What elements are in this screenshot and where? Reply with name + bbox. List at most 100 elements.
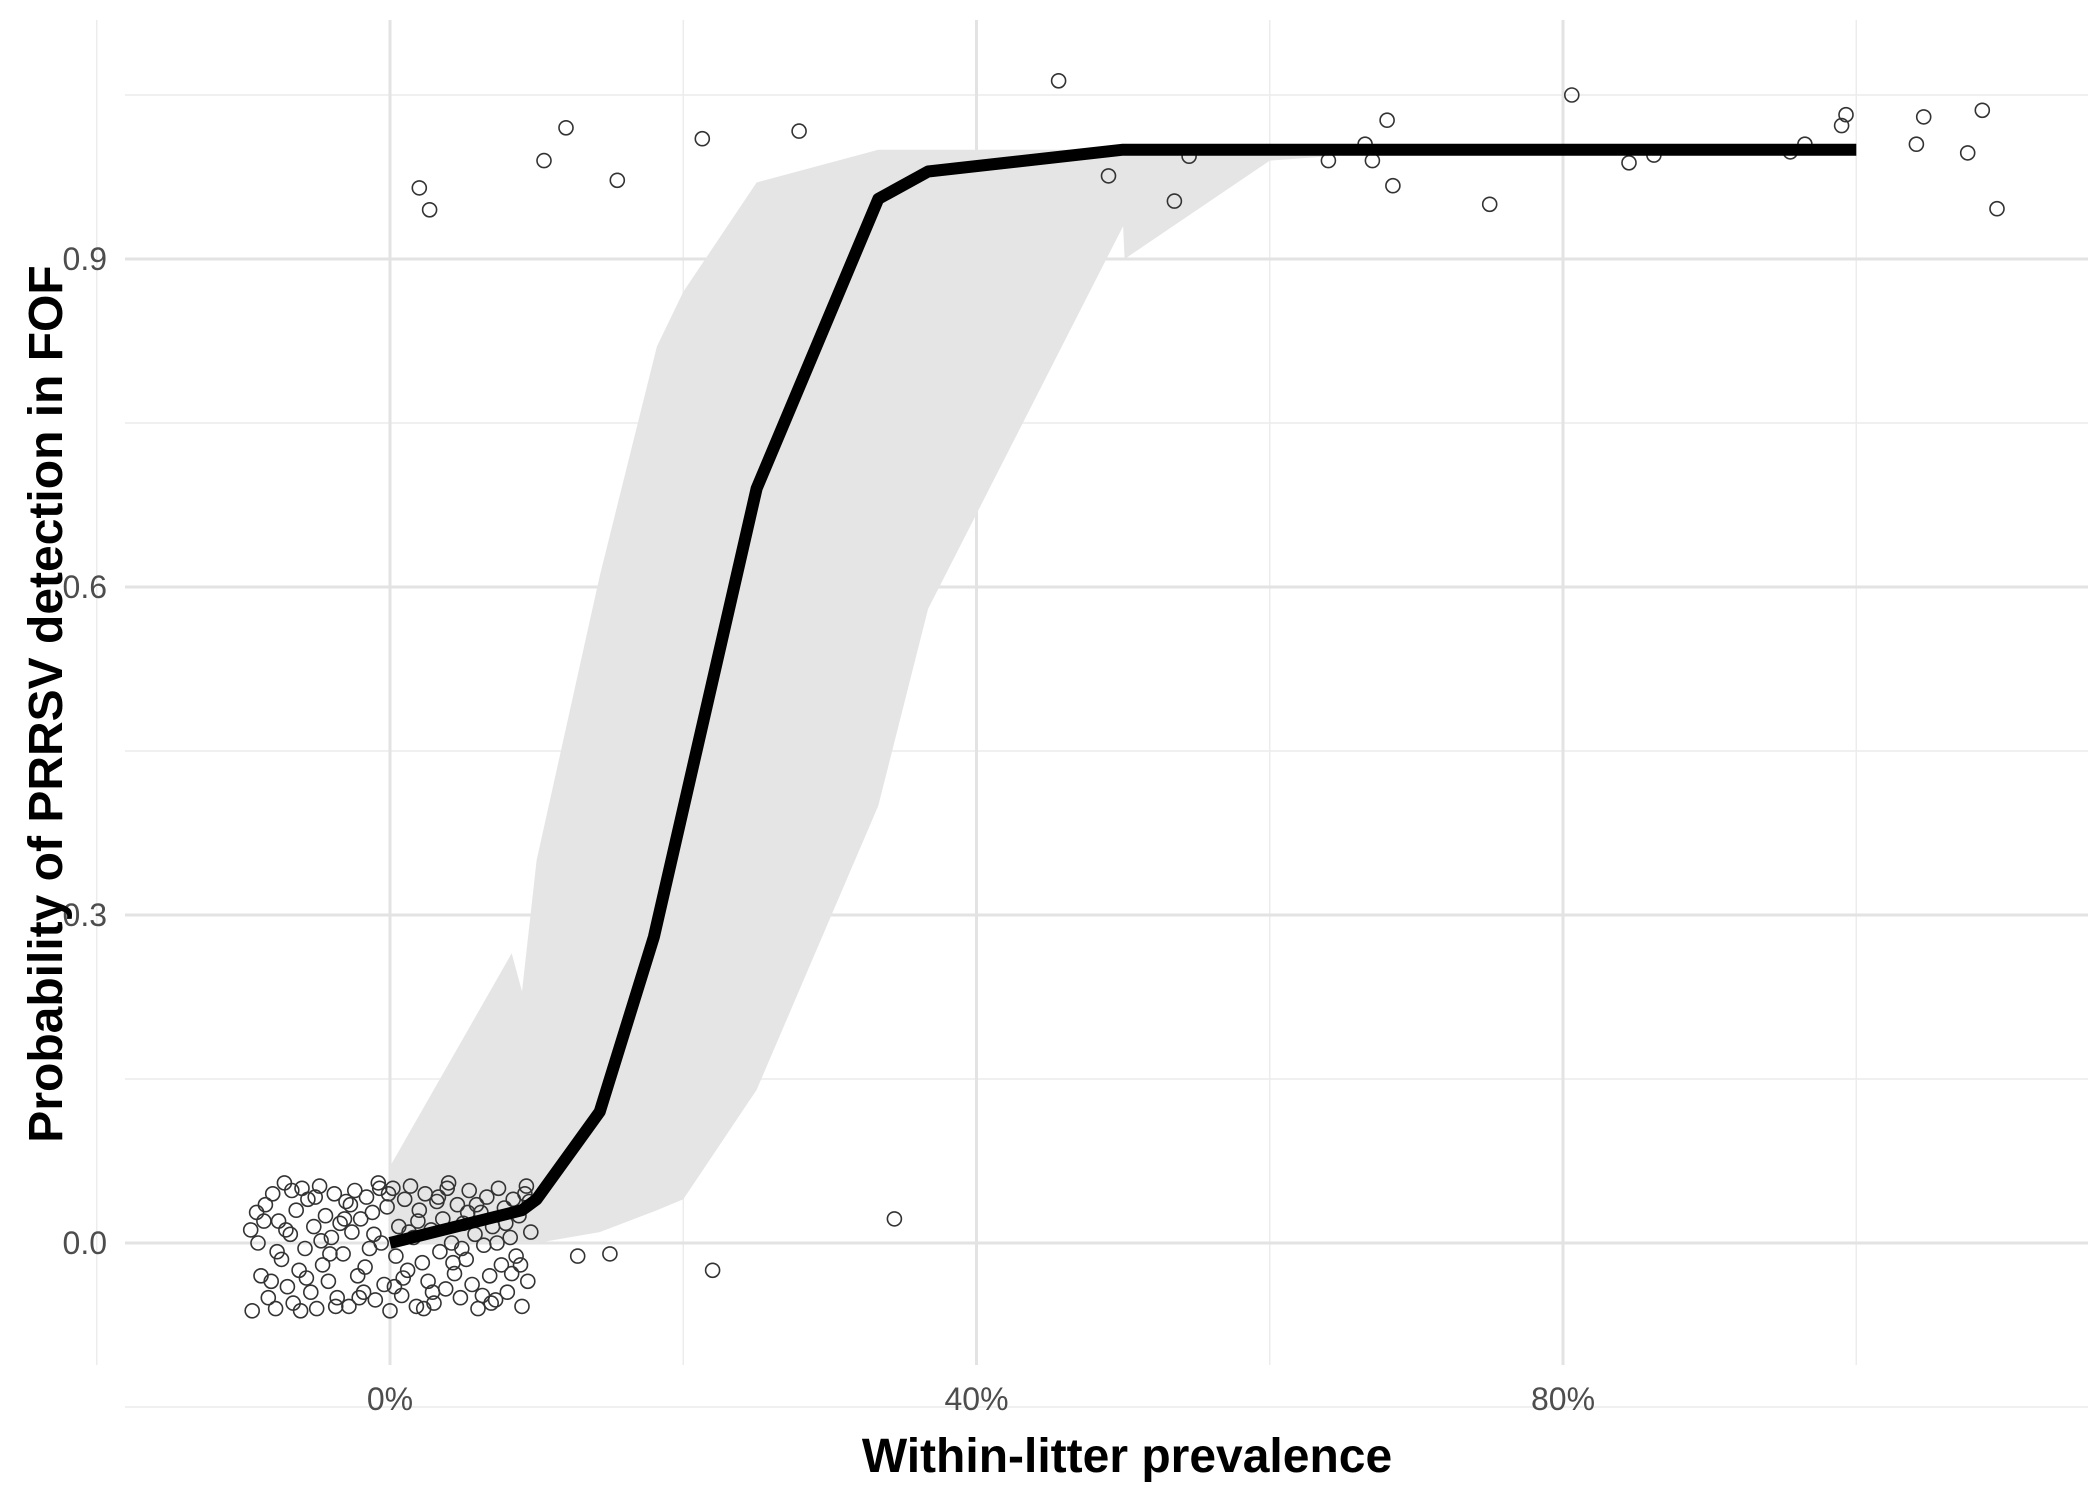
data-point <box>483 1295 500 1311</box>
data-point <box>307 1189 324 1205</box>
data-point <box>305 1218 322 1235</box>
data-point <box>341 1298 357 1315</box>
data-point <box>267 1300 284 1317</box>
data-point <box>1050 73 1067 89</box>
data-point <box>414 1254 431 1271</box>
data-point <box>298 1270 315 1286</box>
data-point <box>1833 117 1850 134</box>
fitted-line-layer <box>388 143 1857 1249</box>
data-point <box>569 1248 586 1264</box>
data-point <box>1621 155 1637 171</box>
data-point <box>320 1273 337 1290</box>
data-point <box>292 1303 309 1319</box>
data-point <box>468 1196 485 1213</box>
data-point <box>329 1289 346 1306</box>
data-point <box>1838 106 1854 123</box>
data-point <box>453 1240 470 1257</box>
data-point <box>481 1268 498 1284</box>
scatter-points-layer <box>242 73 2005 1319</box>
data-point <box>327 1298 344 1315</box>
data-point <box>439 1180 456 1197</box>
data-point <box>263 1273 280 1290</box>
data-point <box>464 1276 480 1293</box>
data-point <box>1379 112 1395 128</box>
data-point <box>558 120 574 136</box>
data-point <box>314 1257 331 1273</box>
data-point <box>357 1259 373 1275</box>
data-point <box>311 1178 328 1194</box>
data-point <box>260 1289 277 1306</box>
x-tick-label: 80% <box>1531 1381 1595 1417</box>
data-point <box>342 1196 359 1213</box>
data-point <box>338 1193 354 1210</box>
data-point <box>452 1289 469 1306</box>
data-point <box>264 1186 281 1202</box>
data-point <box>461 1182 478 1199</box>
x-tick-label: 40% <box>944 1381 1008 1417</box>
data-point <box>609 172 626 189</box>
data-point <box>1166 193 1183 209</box>
data-point <box>1974 102 1991 119</box>
data-point <box>257 1196 274 1213</box>
data-point <box>1908 136 1925 152</box>
data-point <box>446 1265 463 1282</box>
data-point <box>411 1202 428 1218</box>
data-point <box>278 1222 294 1238</box>
data-point <box>445 1254 461 1271</box>
data-point <box>380 1186 397 1202</box>
data-point <box>242 1222 259 1238</box>
data-point <box>288 1202 305 1218</box>
data-point <box>1481 196 1498 213</box>
data-point <box>382 1303 398 1319</box>
data-point <box>364 1204 381 1221</box>
data-point <box>317 1207 334 1224</box>
data-point <box>602 1246 618 1262</box>
data-point <box>248 1204 265 1221</box>
data-point <box>499 1284 516 1300</box>
data-point <box>704 1262 721 1279</box>
data-point <box>385 1180 401 1197</box>
data-point <box>502 1229 519 1246</box>
confidence-band-layer <box>390 149 1857 1244</box>
data-point <box>352 1211 369 1227</box>
data-point <box>376 1276 392 1293</box>
data-point <box>493 1257 510 1273</box>
data-point <box>411 180 428 196</box>
data-point <box>1564 87 1580 103</box>
data-point <box>355 1284 372 1300</box>
fitted-line <box>388 143 1857 1249</box>
data-point <box>250 1235 266 1251</box>
data-point <box>388 1248 404 1264</box>
data-point <box>420 1273 436 1290</box>
data-point <box>279 1278 296 1295</box>
data-point <box>395 1270 412 1286</box>
data-point <box>326 1186 343 1202</box>
x-tick-label: 0% <box>367 1381 413 1417</box>
data-point <box>313 1233 329 1249</box>
y-axis-title: Probability of PRRSV detection in FOF <box>20 265 73 1142</box>
data-point <box>490 1180 507 1197</box>
data-point <box>358 1189 375 1205</box>
data-point <box>1385 177 1401 194</box>
data-point <box>410 1213 426 1229</box>
data-point <box>519 1273 536 1290</box>
data-point <box>478 1189 495 1205</box>
data-point <box>489 1235 505 1251</box>
data-point <box>283 1182 300 1199</box>
data-point <box>371 1180 388 1197</box>
y-tick-label: 0.6 <box>63 569 107 605</box>
data-point <box>424 1284 441 1300</box>
data-point <box>512 1257 529 1273</box>
y-tick-label: 0.0 <box>63 1225 107 1261</box>
data-point <box>351 1289 368 1306</box>
data-point <box>432 1243 448 1260</box>
data-point <box>514 1298 530 1315</box>
data-point <box>297 1240 313 1257</box>
data-point <box>415 1300 432 1317</box>
data-point <box>323 1229 340 1246</box>
data-point <box>474 1287 491 1304</box>
data-point <box>1915 109 1932 125</box>
data-point <box>503 1265 520 1282</box>
data-point <box>332 1215 348 1232</box>
